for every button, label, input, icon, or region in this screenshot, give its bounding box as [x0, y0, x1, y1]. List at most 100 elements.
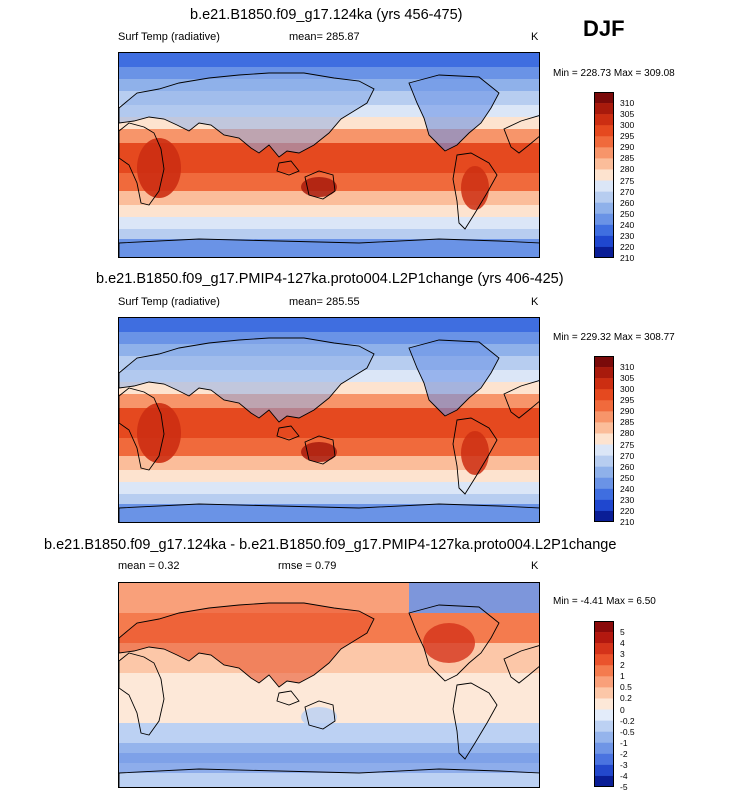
panel-3-colorbar: [594, 621, 614, 787]
panel-2-units: K: [531, 296, 539, 308]
coastline: [119, 337, 375, 423]
coastline: [304, 170, 336, 200]
panel-3-title: b.e21.B1850.f09_g17.124ka - b.e21.B1850.…: [44, 537, 617, 553]
australia-warm-region: [301, 442, 337, 462]
south-america-warm-region: [461, 166, 489, 210]
field-band: [119, 318, 539, 332]
australia-warm-region: [301, 177, 337, 197]
colorbar-tick-label: -4: [620, 770, 628, 781]
colorbar-tick-label: 240: [620, 483, 635, 494]
colorbar-swatch: [594, 92, 614, 104]
field-band: [119, 482, 539, 494]
colorbar-swatch: [594, 665, 614, 677]
colorbar-tick-label: -2: [620, 748, 628, 759]
field-band: [119, 456, 539, 470]
colorbar-swatch: [594, 444, 614, 456]
field-band: [119, 494, 539, 504]
coastline: [119, 387, 165, 471]
colorbar-swatch: [594, 103, 614, 115]
colorbar-tick-label: 270: [620, 186, 635, 197]
colorbar-tick-label: 305: [620, 373, 635, 384]
colorbar-swatch: [594, 510, 614, 522]
colorbar-swatch: [594, 720, 614, 732]
coastline: [408, 74, 500, 152]
panel-1-minmax: Min = 228.73 Max = 309.08: [553, 68, 675, 79]
coastline: [503, 645, 539, 684]
colorbar-swatch: [594, 488, 614, 501]
panel-1-variable: Surf Temp (radiative): [118, 31, 220, 43]
eurasia-cold-region: [119, 338, 374, 422]
colorbar-tick-label: 1: [620, 671, 625, 682]
north-america-cold-region: [409, 340, 499, 416]
coastline: [119, 503, 539, 522]
colorbar-swatch: [594, 367, 614, 379]
coastline: [276, 425, 300, 441]
colorbar-tick-label: -5: [620, 782, 628, 792]
colorbar-tick-label: 220: [620, 505, 635, 516]
colorbar-swatch: [594, 698, 614, 710]
colorbar-tick-label: 260: [620, 461, 635, 472]
panel-1-map: [118, 52, 540, 258]
colorbar-tick-label: 295: [620, 395, 635, 406]
colorbar-tick-label: -0.2: [620, 715, 635, 726]
colorbar-tick-label: 5: [620, 627, 625, 638]
colorbar-swatch: [594, 654, 614, 666]
eurasia-warm-anomaly: [119, 603, 374, 687]
colorbar-swatch: [594, 632, 614, 644]
colorbar-tick-label: 280: [620, 428, 635, 439]
field-band: [119, 53, 539, 67]
africa-warm-region: [137, 403, 181, 463]
colorbar-tick-label: 295: [620, 131, 635, 142]
antarctica-cold-region: [119, 243, 539, 257]
colorbar-tick-label: 260: [620, 197, 635, 208]
colorbar-swatch: [594, 158, 614, 170]
field-band: [119, 673, 539, 703]
coastline: [452, 682, 498, 760]
colorbar-swatch: [594, 147, 614, 159]
colorbar-tick-label: 250: [620, 208, 635, 219]
colorbar-swatch: [594, 433, 614, 445]
colorbar-tick-label: 220: [620, 241, 635, 252]
colorbar-tick-label: 300: [620, 384, 635, 395]
coastline: [503, 115, 539, 154]
coastline: [304, 435, 336, 465]
field-band: [119, 408, 539, 438]
season-label: DJF: [583, 16, 625, 41]
colorbar-tick-label: 305: [620, 109, 635, 120]
colorbar-swatch: [594, 202, 614, 215]
colorbar-tick-label: 300: [620, 120, 635, 131]
south-america-warm-region: [461, 431, 489, 475]
colorbar-tick-label: 3: [620, 649, 625, 660]
colorbar-swatch: [594, 389, 614, 401]
coastline: [119, 238, 539, 257]
panel-1-mean: mean= 285.87: [289, 31, 360, 43]
colorbar-tick-label: 290: [620, 142, 635, 153]
colorbar-tick-label: 275: [620, 439, 635, 450]
panel-3-units: K: [531, 560, 539, 572]
colorbar-tick-label: 275: [620, 175, 635, 186]
colorbar-swatch: [594, 235, 614, 248]
colorbar-tick-label: 250: [620, 472, 635, 483]
coastline: [119, 122, 165, 206]
colorbar-tick-label: 0: [620, 704, 625, 715]
colorbar-swatch: [594, 169, 614, 181]
field-band: [119, 143, 539, 173]
coastline: [408, 339, 500, 417]
colorbar-tick-label: 280: [620, 164, 635, 175]
colorbar-tick-label: 285: [620, 417, 635, 428]
panel-2-colorbar: [594, 356, 614, 522]
panel-1-title: b.e21.B1850.f09_g17.124ka (yrs 456-475): [190, 7, 463, 23]
coastline: [119, 768, 539, 787]
colorbar-tick-label: 310: [620, 98, 635, 109]
panel-2-title: b.e21.B1850.f09_g17.PMIP4-127ka.proto004…: [96, 271, 564, 287]
colorbar-tick-label: 310: [620, 362, 635, 373]
colorbar-tick-label: 240: [620, 219, 635, 230]
north-america-warm-anomaly: [423, 623, 475, 663]
colorbar-swatch: [594, 400, 614, 412]
colorbar-tick-label: 230: [620, 494, 635, 505]
colorbar-tick-label: 290: [620, 406, 635, 417]
north-america-cold-region: [409, 75, 499, 151]
colorbar-tick-label: 0.2: [620, 693, 632, 704]
field-band: [119, 217, 539, 229]
colorbar-swatch: [594, 378, 614, 390]
